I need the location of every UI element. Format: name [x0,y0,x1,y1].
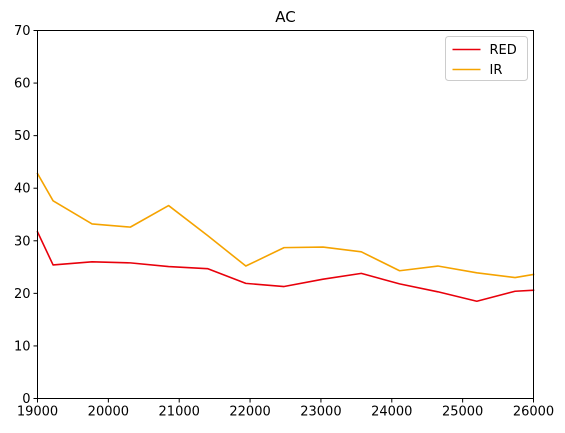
series-line-red [36,230,535,303]
y-tick-label: 70 [14,24,31,39]
legend-label-ir: IR [490,63,503,78]
plot-frame [37,30,534,399]
y-tick-label: 60 [14,77,31,92]
y-axis: 0 10 20 30 40 50 60 70 [14,24,38,407]
x-tick-label: 20000 [88,405,129,420]
y-tick-label: 50 [14,129,31,144]
x-tick-label: 23000 [300,405,341,420]
x-tick-label: 22000 [229,405,270,420]
x-tick-label: 19000 [17,405,58,420]
plot-area [37,30,534,399]
series-layer [36,172,535,303]
y-tick-label: 0 [22,392,30,407]
x-axis: 19000 20000 21000 22000 23000 24000 25000 26000 [17,398,554,420]
y-tick-label: 20 [14,287,31,302]
x-tick-label: 26000 [513,405,554,420]
chart-title: AC [275,8,295,26]
x-tick-label: 24000 [371,405,412,420]
x-tick-label: 21000 [159,405,200,420]
legend-label-red: RED [490,43,517,58]
y-tick-label: 40 [14,182,31,197]
series-line-ir [36,172,535,279]
legend: RED IR [445,36,528,81]
plot-background [37,30,534,399]
x-tick-label: 25000 [442,405,483,420]
y-tick-label: 10 [14,339,31,354]
y-tick-label: 30 [14,234,31,249]
